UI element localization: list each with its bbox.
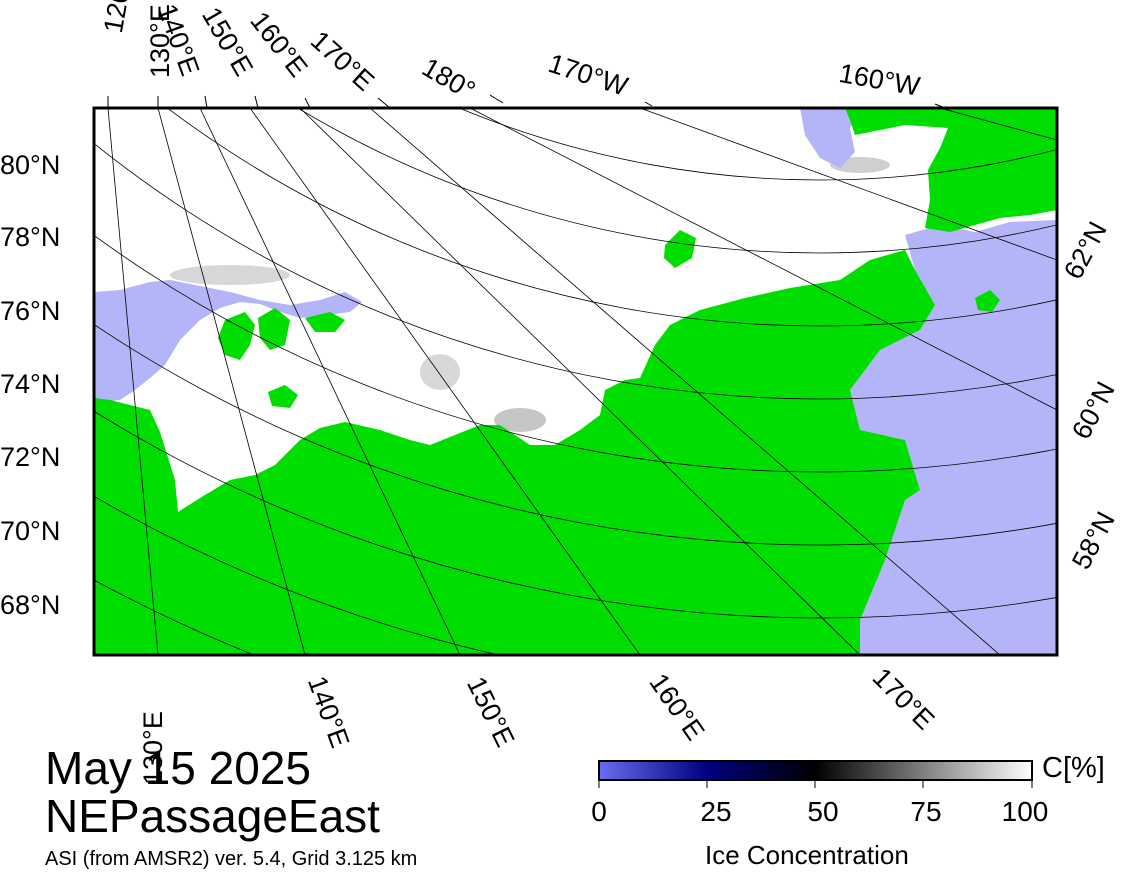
lat-label-76n: 76°N (0, 296, 61, 326)
land-alaska (845, 108, 1057, 232)
top-ticks (107, 94, 946, 109)
region-name: NEPassageEast (45, 790, 380, 842)
graticule-meridians (107, 108, 1057, 655)
lat-label-70n: 70°N (0, 516, 61, 546)
colorbar-tick-25: 25 (700, 796, 732, 827)
lat-label-72n: 72°N (0, 442, 61, 472)
land-new-siberia (305, 312, 345, 332)
colorbar (598, 760, 1033, 781)
map-frame (92, 106, 1059, 657)
lat-label-68n: 68°N (0, 590, 61, 620)
open-water-north (800, 108, 860, 168)
land-siberia (94, 250, 935, 655)
land-st-lawrence (975, 290, 1000, 312)
colorbar-tick-75: 75 (910, 796, 942, 827)
lat-label-80n: 80°N (0, 150, 61, 180)
ice-texture (170, 265, 290, 285)
colorbar-unit: C[%] (1042, 752, 1105, 784)
open-water-bering (850, 220, 1057, 655)
lat-label-78n: 78°N (0, 222, 61, 252)
colorbar-tick-0: 0 (591, 796, 607, 827)
colorbar-title: Ice Concentration (705, 840, 909, 870)
open-water-laptev (94, 280, 362, 402)
ice-texture (420, 354, 460, 390)
colorbar-tick-50: 50 (807, 796, 839, 827)
land-wrangel-island (664, 230, 696, 268)
colorbar-tick-100: 100 (1001, 796, 1049, 827)
land-kotelny (258, 308, 290, 350)
lat-label-74n: 74°N (0, 369, 61, 399)
colorbar-ticks (598, 780, 1033, 788)
land-new-siberian-islands (218, 312, 255, 360)
product-info: ASI (from AMSR2) ver. 5.4, Grid 3.125 km (45, 848, 418, 870)
land-bear-islands (268, 385, 298, 408)
ice-texture (494, 408, 546, 432)
map-date: May 15 2025 (45, 742, 311, 794)
